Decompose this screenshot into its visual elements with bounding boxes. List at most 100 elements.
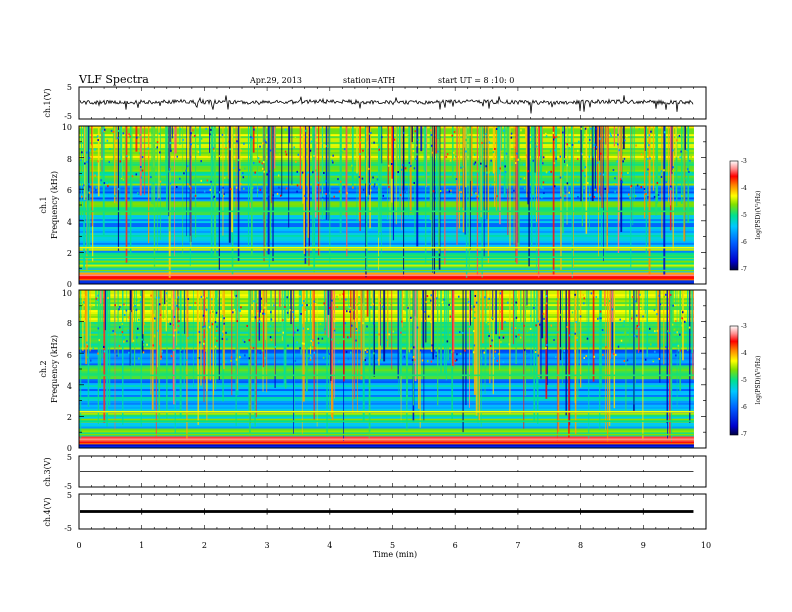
spectrogram-speckle [520,177,522,180]
spectrogram-speckle [639,307,642,310]
spectrogram-speckle [564,194,566,197]
spectrogram-speckle [404,167,407,170]
spectrogram-speckle [410,164,412,167]
spectrogram-band [79,280,694,283]
spectrogram-speckle [266,173,268,176]
spectrogram-speckle [552,138,555,141]
spectrogram-speckle [177,296,180,299]
spectrogram-streak [613,126,616,147]
spectrogram-band [79,161,694,164]
spectrogram-streak [533,290,536,422]
spectrogram-streak [371,290,374,306]
spectrogram-streak [92,126,94,262]
spectrogram-band [79,155,694,158]
spectrogram-speckle [364,348,367,351]
spectrogram-band [79,137,694,141]
spectrogram-speckle [467,300,470,303]
spectrogram-speckle [210,128,212,131]
spectrogram-speckle [350,351,352,354]
spectrogram-streak [509,126,511,247]
spectrogram-speckle [545,295,548,298]
spectrogram-streak [391,126,393,179]
spectrogram-streak [144,126,146,196]
spectrogram-speckle [178,320,180,323]
spectrogram-speckle [193,195,195,198]
ch1-cbar-tick: -3 [741,158,747,165]
spectrogram-streak [346,126,348,258]
spectrogram-speckle [532,159,535,162]
spectrogram-streak [482,290,484,344]
spectrogram-speckle [375,299,378,302]
spectrogram-speckle [319,189,321,192]
spectrogram-speckle [136,194,139,197]
spectrogram-band [79,131,694,135]
spectrogram-speckle [481,141,483,144]
spectrogram-speckle [153,317,156,320]
spectrogram-speckle [369,189,372,192]
spectrogram-streak [125,126,128,263]
spectrogram-streak [318,126,319,256]
spectrogram-speckle [260,297,262,300]
spectrogram-speckle [200,137,203,140]
spectrogram-speckle [92,347,95,350]
spectrogram-speckle [663,295,666,298]
spectrogram-speckle [256,189,259,192]
spectrogram-band [79,252,694,255]
spectrogram-streak [237,126,240,261]
spectrogram-streak [386,126,388,220]
spectrogram-streak [353,290,355,399]
spectrogram-speckle [137,192,140,195]
spectrogram-speckle [152,182,155,185]
spectrogram-speckle [388,333,390,336]
spectrogram-speckle [343,148,346,151]
spectrogram-streak [592,126,595,158]
spectrogram-speckle [96,135,99,138]
spectrogram-speckle [453,131,456,134]
spectrogram-speckle [274,345,276,348]
spectrogram-speckle [583,302,585,305]
spectrogram-speckle [419,349,422,352]
spectrogram-speckle [390,162,393,165]
spectrogram-streak [303,126,306,254]
spectrogram-speckle [601,329,604,332]
spectrogram-band [79,412,694,415]
spectrogram-speckle [527,191,529,194]
spectrogram-streak [378,126,380,202]
spectrogram-band [79,446,694,449]
spectrogram-band [79,191,694,194]
spectrogram-streak [408,126,409,217]
spectrogram-speckle [294,136,297,139]
spectrogram-speckle [502,129,505,132]
spectrogram-streak [186,290,188,441]
spectrogram-speckle [678,349,680,352]
spectrogram-speckle [306,304,308,307]
spectrogram-speckle [166,292,168,295]
spectrogram-speckle [126,155,128,158]
spectrogram-streak [487,126,490,263]
spectrogram-streak [115,126,117,140]
spectrogram-band [79,386,694,390]
spectrogram-speckle [688,326,691,329]
spectrogram-speckle [630,317,633,320]
spectrogram-streak [586,290,588,305]
spectrogram-speckle [498,353,500,356]
spectrogram-speckle [474,316,476,319]
spectrogram-streak [537,290,540,377]
spectrogram-speckle [658,294,661,297]
spectrogram-speckle [121,323,124,326]
spectrogram-speckle [403,355,406,358]
spectrogram-speckle [309,358,312,361]
spectrogram-speckle [545,171,548,174]
spectrogram-streak [507,126,510,179]
spectrogram-streak [475,290,478,416]
spectrogram-speckle [618,149,621,152]
spectrogram-speckle [571,143,574,146]
spectrogram-speckle [250,346,252,349]
spectrogram-speckle [619,318,621,321]
spectrogram-streak [512,290,515,345]
spectrogram-band [79,402,694,405]
spectrogram-speckle [373,352,375,355]
spectrogram-speckle [157,329,159,332]
spectrogram-streak [334,290,336,399]
spectrogram-speckle [336,295,338,298]
